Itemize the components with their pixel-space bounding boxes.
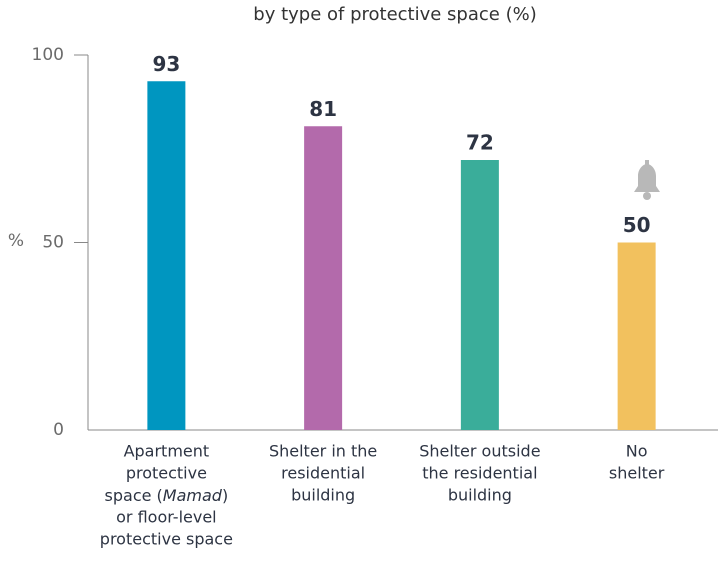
x-tick-label: shelter — [609, 464, 665, 483]
bar — [304, 126, 343, 430]
x-tick-label-part: Mamad — [163, 486, 223, 505]
y-tick-label: 50 — [42, 233, 64, 253]
value-label: 50 — [623, 213, 651, 237]
x-tick-label: residential — [281, 464, 365, 483]
x-tick-label: Shelter in the — [269, 442, 377, 461]
x-tick-label-part: space ( — [105, 486, 163, 505]
bar — [460, 160, 499, 430]
bell-icon — [634, 160, 660, 200]
bar — [617, 242, 656, 430]
value-label: 72 — [466, 131, 494, 155]
x-tick-label: protective space — [100, 530, 233, 549]
value-label: 93 — [152, 52, 180, 76]
x-tick-label: building — [291, 486, 355, 505]
x-tick-label: Apartment — [124, 442, 210, 461]
chart-title: by type of protective space (%) — [253, 4, 536, 25]
y-axis-label: % — [8, 231, 24, 251]
x-tick-label: space (Mamad) — [105, 486, 229, 505]
x-tick-label: building — [448, 486, 512, 505]
x-tick-label: the residential — [422, 464, 537, 483]
x-tick-label: Shelter outside — [419, 442, 540, 461]
x-tick-label-part: ) — [222, 486, 228, 505]
x-tick-label: or floor-level — [116, 508, 216, 527]
x-tick-label: No — [626, 442, 648, 461]
y-tick-label: 100 — [32, 45, 64, 65]
x-tick-label: protective — [126, 464, 207, 483]
bar — [147, 81, 186, 430]
y-tick-label: 0 — [53, 420, 64, 440]
value-label: 81 — [309, 97, 337, 121]
